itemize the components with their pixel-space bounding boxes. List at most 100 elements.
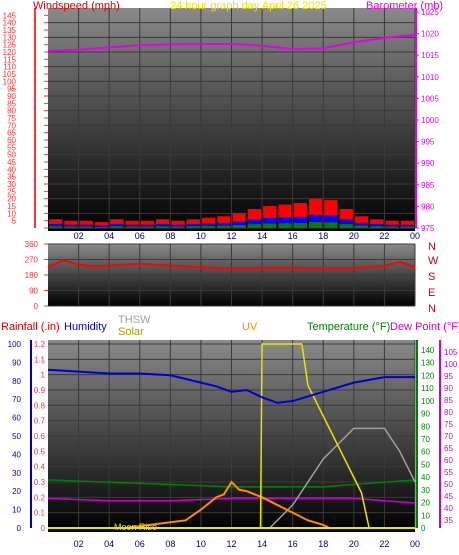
uv-label: UV <box>242 321 258 333</box>
wind-tick-label: 125 <box>3 41 17 50</box>
wind-low-bar <box>308 222 323 228</box>
wind-avg-bar <box>339 219 353 228</box>
wind-speed-bar <box>110 219 124 228</box>
wind-low-bar <box>354 225 369 228</box>
dir-label-s: S <box>428 271 435 283</box>
dir-tick-label: 270 <box>25 256 39 265</box>
wind-avg-bar <box>64 224 78 228</box>
wind-avg-bar <box>400 224 414 228</box>
wind-speed-bar <box>171 220 185 228</box>
wind-avg-bar <box>370 224 384 228</box>
wind-avg-bar <box>217 222 231 228</box>
x-tick-label-bottom: 12 <box>226 539 236 549</box>
dir-label-n-top: N <box>428 241 436 253</box>
dir-tick-label: 0 <box>34 302 39 311</box>
rain-tick-label: 0.1 <box>34 509 46 518</box>
wind-low-bar <box>201 225 216 228</box>
x-tick-label-bottom: 08 <box>165 539 175 549</box>
wind-speed-bar <box>79 220 93 228</box>
wind-tick-label: 135 <box>3 26 17 35</box>
x-tick-label-top: 10 <box>196 231 206 241</box>
dewpoint-tick-label: 35 <box>444 516 453 525</box>
wind-avg-bar <box>385 224 399 228</box>
wind-avg-bar <box>201 223 216 228</box>
x-tick-label-top: 22 <box>379 231 389 241</box>
wind-speed-bar <box>156 219 170 228</box>
x-tick-label-top: 18 <box>318 231 328 241</box>
solar-line <box>48 343 415 529</box>
x-tick-label-top: 02 <box>74 231 84 241</box>
humidity-tick-label: 80 <box>12 377 21 386</box>
dir-label-n-bottom: N <box>428 303 436 315</box>
wind-speed-bar <box>385 220 399 228</box>
temp-tick-label: 130 <box>421 359 435 368</box>
humidity-tick-label: 70 <box>12 395 21 404</box>
rain-tick-label: 1 <box>41 371 46 380</box>
dewpoint-tick-label: 75 <box>444 420 453 429</box>
humidity-tick-label: 60 <box>12 414 21 423</box>
rain-tick-label: 0.5 <box>34 447 46 456</box>
rain-tick-label: 0.2 <box>34 493 46 502</box>
temp-tick-label: 50 <box>421 460 430 469</box>
wind-speed-bar <box>370 219 384 228</box>
wind-avg-bar <box>94 225 109 228</box>
wind-low-bar <box>339 224 353 228</box>
wind-tick-label: 5 <box>12 217 17 226</box>
wind-avg-bar <box>140 224 155 228</box>
temp-tick-label: 60 <box>421 448 430 457</box>
x-tick-label-top: 04 <box>104 231 114 241</box>
x-tick-label-top: 00 <box>410 231 420 241</box>
x-tick-label-bottom: 00 <box>410 539 420 549</box>
temperature-axis-title: Temperature (°F) <box>307 321 390 333</box>
wind-low-bar <box>110 226 124 228</box>
dir-tick-label: 360 <box>25 240 39 249</box>
wind-tick-label: 60 <box>7 136 16 145</box>
dewpoint-tick-label: 70 <box>444 432 453 441</box>
baro-tick-label: 1020 <box>421 30 439 39</box>
x-tick-label-bottom: 14 <box>257 539 267 549</box>
wind-low-bar <box>293 223 307 228</box>
temp-tick-label: 100 <box>421 397 435 406</box>
baro-tick-label: 1025 <box>421 8 439 17</box>
x-tick-label-bottom: 06 <box>135 539 145 549</box>
wind-avg-bar <box>278 217 292 228</box>
wind-tick-label: 100 <box>3 77 17 86</box>
baro-tick-label: 1005 <box>421 94 439 103</box>
wind-tick-label: 120 <box>3 48 17 57</box>
x-tick-label-top: 08 <box>165 231 175 241</box>
wind-speed-bar <box>217 216 231 228</box>
wind-tick-label: 30 <box>7 180 16 189</box>
axes: 0202040406060808101012121414161618182020… <box>3 8 458 549</box>
temp-tick-label: 90 <box>421 410 430 419</box>
wind-avg-bar <box>293 216 307 228</box>
wind-tick-label: 115 <box>3 55 16 64</box>
wind-avg-bar <box>49 224 63 228</box>
uv-line <box>48 480 415 529</box>
wind-tick-label: 90 <box>7 92 16 101</box>
windspeed-axis-title: Windspeed (mph) <box>33 0 120 12</box>
x-tick-label-bottom: 22 <box>379 539 389 549</box>
baro-tick-label: 990 <box>421 159 435 168</box>
data-series <box>47 33 416 529</box>
wind-speed-bar <box>140 220 155 228</box>
temp-tick-label: 10 <box>421 511 430 520</box>
wind-tick-label: 95 <box>7 85 16 94</box>
baro-tick-label: 1010 <box>421 73 439 82</box>
temp-tick-label: 140 <box>421 346 435 355</box>
wind-tick-label: 20 <box>7 195 16 204</box>
baro-tick-label: 985 <box>421 181 435 190</box>
wind-tick-label: 80 <box>7 107 16 116</box>
dewpoint-tick-label: 60 <box>444 456 453 465</box>
wind-low-bar <box>79 226 93 228</box>
barometer-axis-title: Barometer (mb) <box>366 0 443 12</box>
rainfall-axis-title: Rainfall (.in) <box>1 321 60 333</box>
dewpoint-tick-label: 95 <box>444 372 453 381</box>
wind-low-bar <box>156 226 170 228</box>
wind-low-bar <box>171 226 185 228</box>
wind-low-bar <box>278 223 292 228</box>
dewpoint-tick-label: 45 <box>444 492 453 501</box>
humidity-tick-label: 100 <box>8 340 22 349</box>
wind-direction-line <box>47 259 416 270</box>
wind-avg-bar <box>354 222 369 228</box>
